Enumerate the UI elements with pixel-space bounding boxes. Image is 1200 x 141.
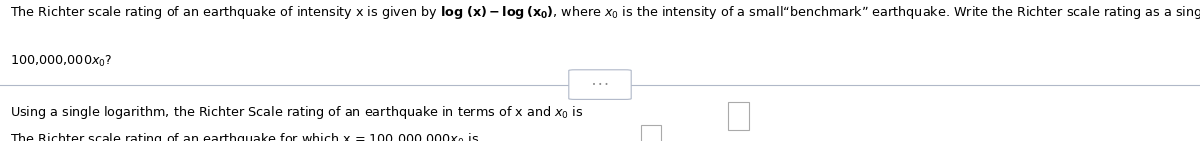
FancyBboxPatch shape (728, 102, 749, 130)
Text: Using a single logarithm, the Richter Scale rating of an earthquake in terms of : Using a single logarithm, the Richter Sc… (10, 104, 583, 121)
Text: • • •: • • • (592, 82, 608, 88)
Text: $100{,}000{,}000x_0$?: $100{,}000{,}000x_0$? (10, 54, 112, 69)
FancyBboxPatch shape (641, 125, 661, 141)
Text: The Richter scale rating of an earthquake for which x = $100{,}000{,}000x_0$ is: The Richter scale rating of an earthquak… (10, 131, 479, 141)
Text: The Richter scale rating of an earthquake of intensity x is given by $\mathbf{lo: The Richter scale rating of an earthquak… (10, 4, 1200, 21)
FancyBboxPatch shape (569, 70, 631, 99)
